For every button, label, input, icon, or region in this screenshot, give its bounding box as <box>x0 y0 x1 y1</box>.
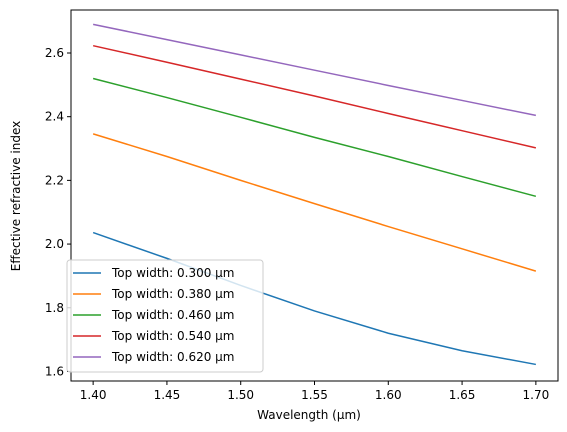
legend-label: Top width: 0.620 μm <box>111 350 235 364</box>
y-tick-label: 2.2 <box>45 173 64 187</box>
series-line-1 <box>92 231 536 366</box>
y-axis-ticks: 1.6 1.8 2.0 2.2 2.4 2.6 <box>45 46 71 378</box>
y-tick-label: 1.6 <box>45 364 64 378</box>
legend-label: Top width: 0.460 μm <box>111 308 235 322</box>
legend-label: Top width: 0.300 μm <box>111 266 235 280</box>
y-axis-label: Effective refractive index <box>9 121 23 272</box>
x-axis-ticks: 1.40 1.45 1.50 1.55 1.60 1.65 1.70 <box>80 381 549 402</box>
series-line-2 <box>92 133 537 272</box>
y-tick-label: 2.6 <box>45 46 64 60</box>
x-tick-label: 1.40 <box>80 388 107 402</box>
x-tick-label: 1.50 <box>227 388 254 402</box>
y-tick-label: 2.4 <box>45 110 64 124</box>
series-line-4 <box>92 44 537 149</box>
x-tick-label: 1.60 <box>375 388 402 402</box>
x-tick-label: 1.65 <box>449 388 476 402</box>
series-line-5 <box>92 23 537 117</box>
x-tick-label: 1.45 <box>154 388 181 402</box>
legend: Top width: 0.300 μm Top width: 0.380 μm To… <box>66 259 264 373</box>
x-axis-label: Wavelength (μm) <box>257 408 361 422</box>
series-layer <box>92 23 537 366</box>
y-tick-label: 1.8 <box>45 301 64 315</box>
legend-label: Top width: 0.540 μm <box>111 329 235 343</box>
series-line-3 <box>92 77 537 198</box>
legend-label: Top width: 0.380 μm <box>111 287 235 301</box>
x-tick-label: 1.55 <box>301 388 328 402</box>
x-tick-label: 1.70 <box>523 388 550 402</box>
legend-box <box>66 259 264 373</box>
y-tick-label: 2.0 <box>45 237 64 251</box>
